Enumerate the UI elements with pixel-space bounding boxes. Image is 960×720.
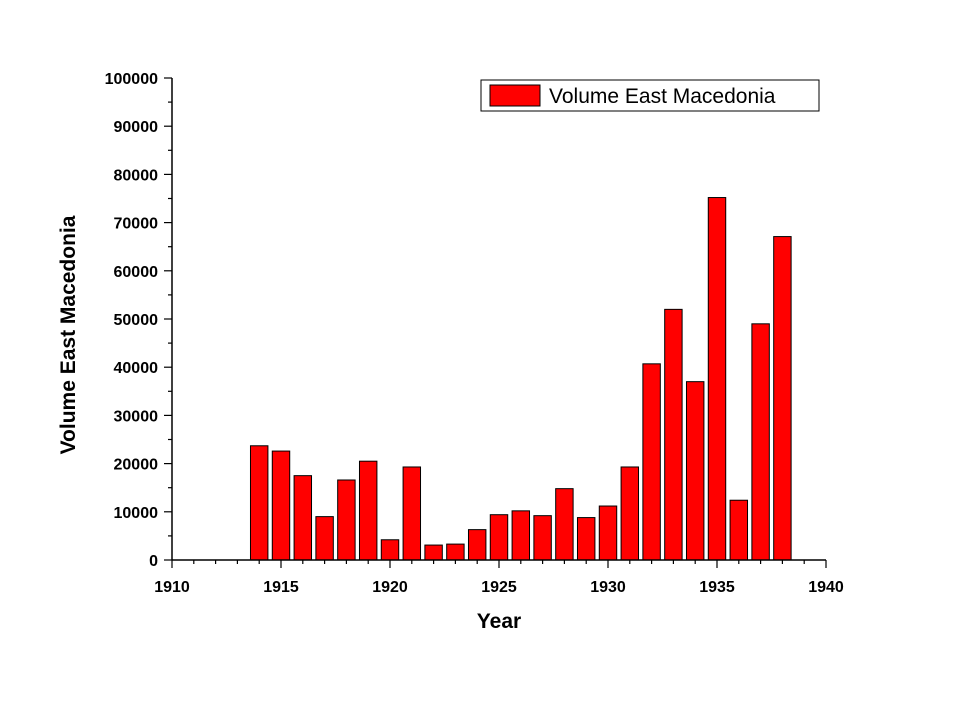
y-tick-label: 20000 bbox=[114, 457, 159, 474]
y-tick-label: 60000 bbox=[114, 264, 159, 281]
y-tick-label: 50000 bbox=[114, 312, 159, 329]
bar-1926 bbox=[511, 510, 531, 561]
y-tick-label: 100000 bbox=[105, 71, 158, 88]
x-axis: 1910 1915 1920 1925 1930 1935 1940 bbox=[154, 559, 844, 596]
y-tick-label: 10000 bbox=[114, 505, 159, 522]
legend-label: Volume East Macedonia bbox=[549, 85, 776, 108]
y-tick-label: 0 bbox=[149, 553, 158, 570]
bar-1920 bbox=[380, 539, 400, 561]
y-tick-label: 30000 bbox=[114, 408, 159, 425]
bar-1922 bbox=[424, 544, 443, 561]
y-tick-label: 90000 bbox=[114, 119, 159, 136]
y-axis: 0 10000 20000 30000 40000 50000 60000 70000 8000… bbox=[105, 71, 173, 570]
legend: Volume East Macedonia bbox=[480, 79, 820, 112]
bar-1927 bbox=[533, 515, 552, 561]
x-tick-label: 1940 bbox=[808, 579, 844, 596]
y-tick-label: 70000 bbox=[114, 216, 159, 233]
x-tick-label: 1930 bbox=[590, 579, 626, 596]
x-tick-label: 1910 bbox=[154, 579, 190, 596]
x-tick-label: 1920 bbox=[372, 579, 408, 596]
bar-1938 bbox=[773, 236, 792, 561]
bar-series bbox=[249, 197, 792, 561]
bar-1930 bbox=[598, 505, 618, 561]
bar-1925 bbox=[489, 514, 509, 561]
bar-1915 bbox=[271, 450, 291, 561]
bar-1917 bbox=[315, 516, 334, 561]
x-tick-label: 1935 bbox=[699, 579, 735, 596]
bar-1928 bbox=[555, 488, 574, 561]
bar-1935 bbox=[707, 197, 727, 561]
x-tick-label: 1915 bbox=[263, 579, 299, 596]
bar-1931 bbox=[620, 466, 640, 561]
bar-1914 bbox=[249, 445, 269, 561]
bar-1933 bbox=[664, 308, 683, 561]
bar-1919 bbox=[358, 460, 378, 561]
x-axis-title: Year bbox=[477, 610, 521, 633]
bar-1921 bbox=[402, 466, 422, 561]
y-axis-title: Volume East Macedonia bbox=[57, 215, 80, 454]
bar-1918 bbox=[337, 479, 356, 561]
bar-1936 bbox=[729, 499, 749, 561]
bar-1932 bbox=[642, 363, 661, 561]
y-tick-label: 40000 bbox=[114, 360, 159, 377]
bar-1916 bbox=[293, 475, 313, 561]
bar-1937 bbox=[751, 323, 770, 561]
y-tick-label: 80000 bbox=[114, 167, 159, 184]
legend-swatch bbox=[489, 84, 541, 107]
x-tick-label: 1925 bbox=[481, 579, 517, 596]
bar-1934 bbox=[685, 381, 705, 561]
bar-1929 bbox=[576, 517, 596, 561]
bar-1924 bbox=[467, 529, 487, 561]
bar-1923 bbox=[446, 543, 465, 561]
